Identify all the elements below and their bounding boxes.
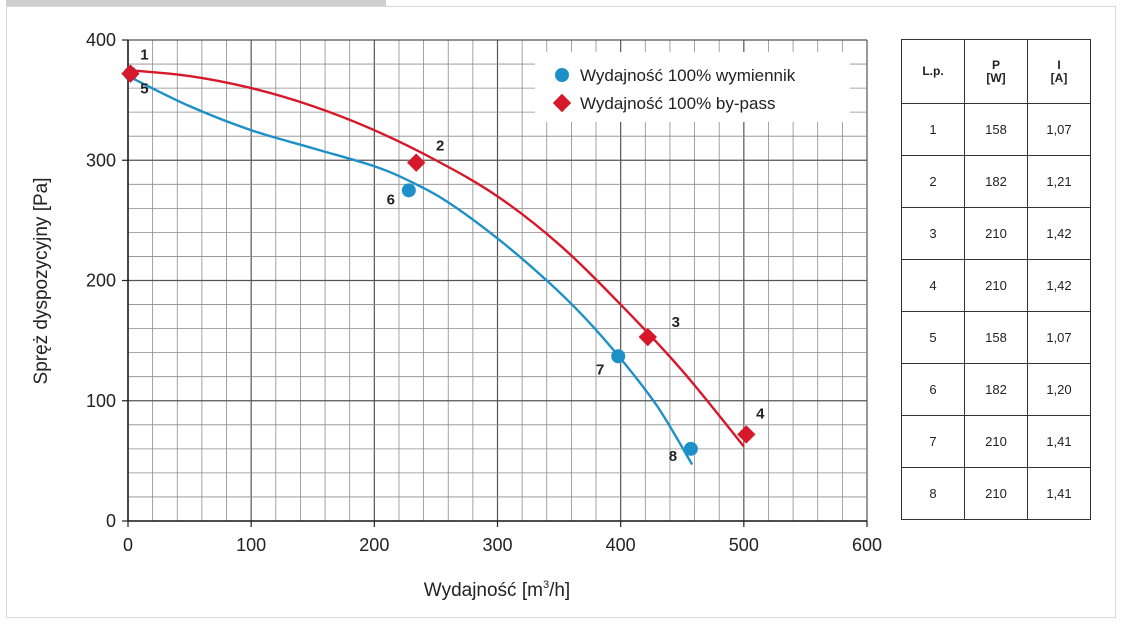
point-number-label: 3 — [672, 314, 680, 331]
y-axis-label: Spręż dyspozycyjny [Pa] — [31, 178, 52, 385]
x-axis-label: Wydajność [m3/h] — [424, 579, 570, 601]
cell-power: 210 — [964, 259, 1028, 312]
data-point-diamond — [407, 153, 426, 172]
table-row: 4 210 1,42 — [901, 259, 1091, 312]
cell-current: 1,41 — [1027, 415, 1091, 468]
top-cropped-title-strip — [6, 0, 386, 6]
legend-diamond-marker — [552, 93, 572, 113]
legend-box — [535, 52, 850, 122]
cell-power: 182 — [964, 155, 1028, 208]
cell-current: 1,42 — [1027, 207, 1091, 260]
data-point-circle — [683, 441, 698, 456]
table-row: 3 210 1,42 — [901, 207, 1091, 260]
legend-label-bypass: Wydajność 100% by-pass — [580, 94, 775, 113]
cell-power: 158 — [964, 103, 1028, 156]
cell-power: 210 — [964, 415, 1028, 468]
x-tick-label: 600 — [852, 535, 882, 555]
table-row: 5 158 1,07 — [901, 311, 1091, 364]
cell-lp: 7 — [901, 415, 965, 468]
point-labels: 5 6 7 8 1 2 3 4 — [140, 47, 765, 465]
cell-current: 1,42 — [1027, 259, 1091, 312]
y-tick-label: 400 — [86, 30, 116, 50]
header-power: P [W] — [964, 39, 1028, 104]
electrical-parameters-table: L.p. P [W] I [A] 1 158 1,07 2 182 1,21 3 210 1,4… — [901, 39, 1091, 520]
cell-current: 1,21 — [1027, 155, 1091, 208]
data-point-diamond — [638, 327, 657, 347]
cell-lp: 2 — [901, 155, 965, 208]
x-tick-label: 300 — [482, 535, 512, 555]
point-number-label: 8 — [669, 448, 677, 465]
point-number-label: 7 — [596, 361, 604, 378]
data-point-circle — [611, 349, 626, 364]
data-point-circle — [401, 183, 416, 198]
x-tick-label: 400 — [606, 535, 636, 555]
legend-item-bypass: Wydajność 100% by-pass — [552, 93, 775, 113]
cell-current: 1,20 — [1027, 363, 1091, 416]
x-tick-label: 0 — [123, 535, 133, 555]
tick-labels: 0 100 200 300 400 500 600 0 100 200 300 400 — [86, 30, 882, 555]
cell-lp: 5 — [901, 311, 965, 364]
y-tick-label: 200 — [86, 271, 116, 291]
cell-current: 1,41 — [1027, 467, 1091, 520]
cell-current: 1,07 — [1027, 311, 1091, 364]
y-tick-label: 0 — [106, 511, 116, 531]
series-line-wymiennik — [127, 74, 694, 466]
series-markers — [121, 64, 756, 456]
point-number-label: 1 — [140, 47, 148, 64]
legend: Wydajność 100% wymiennik Wydajność 100% … — [535, 52, 850, 122]
x-tick-label: 200 — [359, 535, 389, 555]
table-row: 7 210 1,41 — [901, 415, 1091, 468]
cell-power: 210 — [964, 467, 1028, 520]
series-line-bypass — [127, 68, 745, 448]
point-number-label: 6 — [387, 191, 395, 208]
header-lp: L.p. — [901, 39, 965, 104]
data-point-diamond — [737, 425, 756, 444]
data-point-diamond — [121, 64, 140, 83]
cell-power: 158 — [964, 311, 1028, 364]
y-tick-label: 300 — [86, 150, 116, 170]
table-header-row: L.p. P [W] I [A] — [901, 39, 1091, 104]
figure-frame — [6, 6, 1116, 618]
cell-lp: 3 — [901, 207, 965, 260]
cell-lp: 6 — [901, 363, 965, 416]
point-number-label: 2 — [436, 138, 444, 155]
legend-item-wymiennik: Wydajność 100% wymiennik — [555, 66, 796, 85]
table-row: 2 182 1,21 — [901, 155, 1091, 208]
header-current: I [A] — [1027, 39, 1091, 104]
legend-label-wymiennik: Wydajność 100% wymiennik — [580, 66, 796, 85]
point-number-label: 5 — [140, 81, 148, 98]
series-curves — [127, 68, 745, 466]
cell-power: 182 — [964, 363, 1028, 416]
y-tick-label: 100 — [86, 391, 116, 411]
table-row: 6 182 1,20 — [901, 363, 1091, 416]
cell-current: 1,07 — [1027, 103, 1091, 156]
cell-lp: 4 — [901, 259, 965, 312]
cell-lp: 8 — [901, 467, 965, 520]
table-row: 1 158 1,07 — [901, 103, 1091, 156]
cell-power: 210 — [964, 207, 1028, 260]
point-number-label: 4 — [756, 405, 765, 422]
cell-lp: 1 — [901, 103, 965, 156]
legend-circle-marker — [555, 68, 569, 82]
x-tick-label: 500 — [729, 535, 759, 555]
table-row: 8 210 1,41 — [901, 467, 1091, 520]
x-tick-label: 100 — [236, 535, 266, 555]
